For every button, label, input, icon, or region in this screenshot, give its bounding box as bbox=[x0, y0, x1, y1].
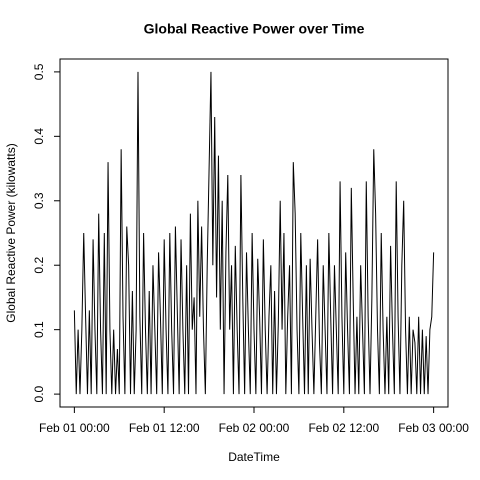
x-tick-label: Feb 03 00:00 bbox=[398, 421, 469, 435]
y-tick-label: 0.5 bbox=[32, 63, 46, 80]
y-axis-label: Global Reactive Power (kilowatts) bbox=[4, 143, 18, 322]
x-tick-label: Feb 02 00:00 bbox=[219, 421, 290, 435]
plot-frame bbox=[59, 58, 449, 408]
y-tick-label: 0.0 bbox=[32, 385, 46, 402]
y-tick-label: 0.4 bbox=[32, 128, 46, 145]
data-line bbox=[73, 71, 435, 395]
x-tick-label: Feb 02 12:00 bbox=[308, 421, 379, 435]
chart-title: Global Reactive Power over Time bbox=[144, 21, 365, 37]
x-axis-label: DateTime bbox=[228, 450, 280, 464]
y-tick-label: 0.2 bbox=[32, 257, 46, 274]
x-tick-label: Feb 01 00:00 bbox=[39, 421, 110, 435]
x-tick-label: Feb 01 12:00 bbox=[129, 421, 200, 435]
y-tick-label: 0.3 bbox=[32, 192, 46, 209]
y-tick-label: 0.1 bbox=[32, 321, 46, 338]
